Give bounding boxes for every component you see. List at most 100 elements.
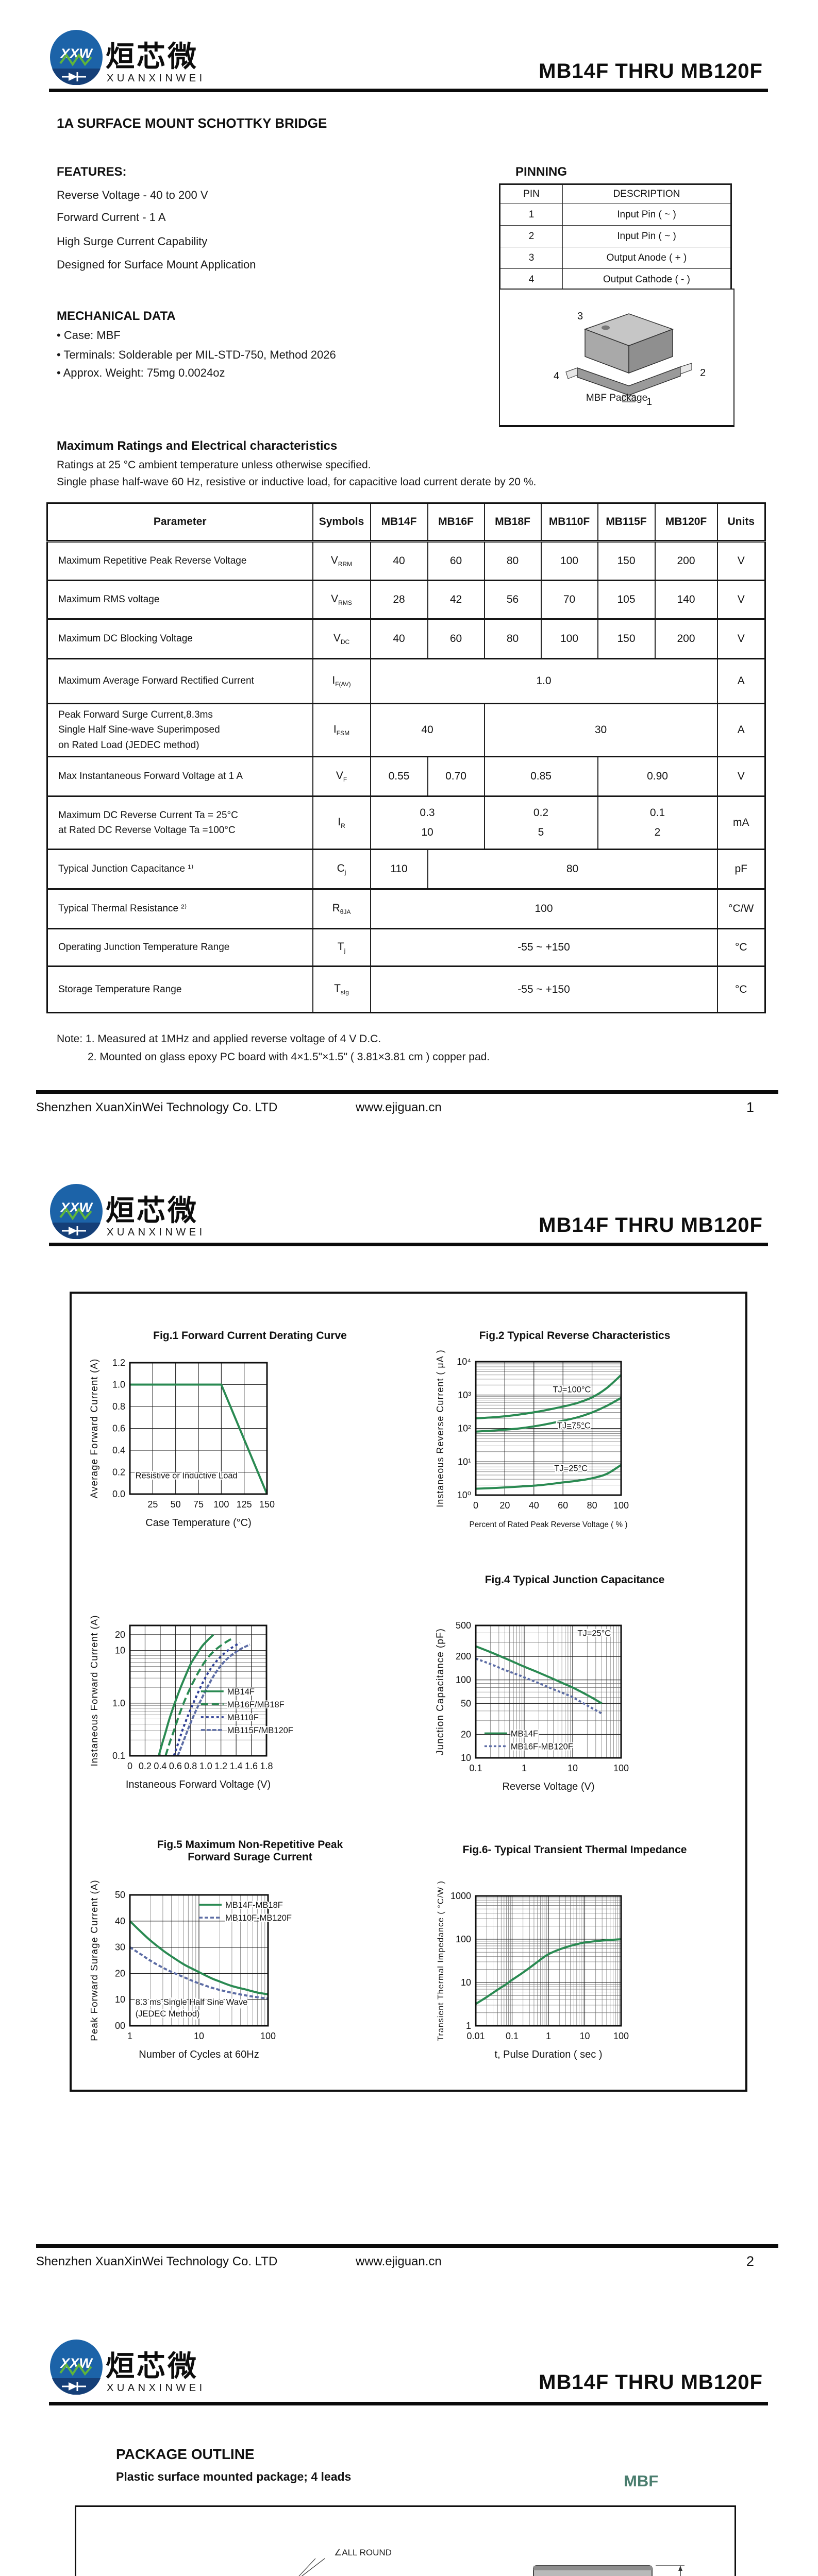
ratings-table: Parameter Symbols MB14F MB16F MB18F MB110F MB1… <box>46 502 766 1013</box>
svg-text:∠ALL ROUND: ∠ALL ROUND <box>334 2548 392 2557</box>
x-axis-label: Percent of Rated Peak Reverse Voltage ( … <box>470 1520 628 1529</box>
series-IF(AV) <box>130 1383 268 1495</box>
package-side-view: ∠ALL ROUND a c L L 1 H E <box>298 2548 392 2576</box>
column-header: DESCRIPTION <box>562 184 731 204</box>
symbol-cell: RθJA <box>312 888 371 929</box>
x-tick-label: 1 <box>546 2031 551 2041</box>
value-cell: 0.1 2 <box>597 795 718 850</box>
table-row: Storage Temperature Range Tstg -55 ~ +150 °… <box>46 965 766 1013</box>
series-MB110F <box>173 1642 241 1756</box>
y-tick-label: 10¹ <box>458 1456 471 1467</box>
cell: Output Cathode ( - ) <box>562 268 731 291</box>
value-cell: 0.70 <box>427 756 485 797</box>
y-tick-label: 100 <box>456 1934 471 1944</box>
table-row: Maximum RMS voltage VRMS 28 42 56 70 105 140 V <box>46 580 766 620</box>
package-3d-icon: 3 4 2 1 <box>554 311 706 408</box>
table-row: Typical Junction Capacitance ¹⁾ Cj 110 80 pF <box>46 849 766 890</box>
value-cell: 60 <box>427 540 485 581</box>
note-line: Note: 1. Measured at 1MHz and applied re… <box>57 1033 381 1045</box>
x-tick-label: 1.8 <box>260 1761 273 1771</box>
parameter-line: Maximum DC Reverse Current Ta = 25°C <box>58 809 238 821</box>
series-RθJA(t) <box>475 1938 622 2005</box>
value-cell: 60 <box>427 618 485 659</box>
legend-label: MB115F/MB120F <box>227 1726 293 1735</box>
table-row: Parameter Symbols MB14F MB16F MB18F MB110F MB1… <box>46 502 766 543</box>
parameter-cell: Operating Junction Temperature Range <box>46 928 313 967</box>
value-cell: 150 <box>597 618 656 659</box>
cell: 3 <box>499 247 563 269</box>
series-MB110F-MB120F <box>129 1946 269 2000</box>
y-tick-label: 10 <box>115 1994 125 2005</box>
parameter-line: Maximum Average Forward Rectified Curren… <box>58 675 254 687</box>
mechanical-item: • Approx. Weight: 75mg 0.0024oz <box>57 366 225 379</box>
table-row: Maximum Average Forward Rectified Curren… <box>46 658 766 704</box>
company-logo: XXW 烜芯微 XUANXINWEI <box>49 29 271 89</box>
legend-label: MB16F/MB18F <box>227 1700 285 1709</box>
x-tick-label: 25 <box>147 1499 158 1510</box>
mechanical-item: • Case: MBF <box>57 329 121 342</box>
value-cell: 28 <box>370 580 428 620</box>
package-outline-title: PACKAGE OUTLINE <box>116 2446 255 2462</box>
y-tick-label: 20 <box>461 1729 471 1739</box>
parameter-cell: Maximum DC Blocking Voltage <box>46 618 313 659</box>
parameter-cell: Peak Forward Surge Current,8.3ms Single H… <box>46 703 313 757</box>
footer-rule <box>36 2244 778 2248</box>
unit-cell: °C/W <box>716 888 766 929</box>
fig6-title: Fig.6- Typical Transient Thermal Impedan… <box>462 1844 687 1856</box>
unit-cell: mA <box>716 795 766 850</box>
y-tick-label: 0.2 <box>112 1467 125 1478</box>
x-tick-label: 100 <box>613 1763 629 1773</box>
table-row: Typical Thermal Resistance ²⁾ RθJA 100 °C/W <box>46 888 766 929</box>
x-tick-label: 10 <box>194 2031 204 2041</box>
feature-item: Reverse Voltage - 40 to 200 V <box>57 189 208 201</box>
y-tick-label: 1.0 <box>112 1698 125 1708</box>
parameter-line: Operating Junction Temperature Range <box>58 942 230 953</box>
value-cell: 0.85 <box>483 756 598 797</box>
y-axis-label: Junction Capacitance (pF) <box>435 1628 446 1755</box>
package-end-view: A d <box>533 2565 685 2576</box>
fig3-chart: 0 0.2 0.4 0.6 0.8 1.0 1.2 1.4 1.6 1.80.11.01020In… <box>89 1615 294 1790</box>
company-logo: XXW 烜芯微 XUANXINWEI <box>49 2339 271 2398</box>
x-tick-label: 0 <box>127 1761 132 1771</box>
logo-chinese-text: 烜芯微 <box>106 2350 198 2382</box>
y-tick-label: 50 <box>461 1698 471 1708</box>
logo-chinese-text: 烜芯微 <box>106 1194 198 1227</box>
x-tick-label: 10 <box>567 1763 578 1773</box>
parameter-cell: Maximum Repetitive Peak Reverse Voltage <box>46 540 313 581</box>
y-axis-label: Transient Thermal Impedance ( °C/W ) <box>436 1880 445 2041</box>
logo-roman-text: XUANXINWEI <box>107 1227 206 1238</box>
x-tick-label: 10 <box>579 2031 590 2041</box>
page-title: MB14F THRU MB120F <box>539 60 763 82</box>
y-tick-label: 10³ <box>458 1390 471 1400</box>
table-row: Maximum Repetitive Peak Reverse Voltage V… <box>46 540 766 581</box>
value-cell: 100 <box>540 540 598 581</box>
feature-item: Forward Current - 1 A <box>57 211 166 224</box>
y-tick-label: 0.1 <box>112 1751 125 1761</box>
x-axis-label: Reverse Voltage (V) <box>503 1781 595 1792</box>
cell: Output Anode ( + ) <box>562 247 731 269</box>
parameter-line: Max Instantaneous Forward Voltage at 1 A <box>58 771 243 782</box>
x-tick-label: 150 <box>259 1499 275 1510</box>
y-axis-label: Instaneous Reverse Current ( μA ) <box>435 1349 445 1507</box>
parameter-line: Storage Temperature Range <box>58 984 182 995</box>
feature-item: Designed for Surface Mount Application <box>57 258 256 271</box>
y-tick-label: 10⁴ <box>457 1357 471 1367</box>
y-tick-label: 0.8 <box>112 1401 125 1412</box>
symbol-cell: VDC <box>312 618 371 659</box>
y-tick-label: 10 <box>461 1753 471 1763</box>
x-tick-label: 50 <box>171 1499 181 1510</box>
unit-cell: pF <box>716 849 766 890</box>
x-tick-label: 100 <box>613 1500 629 1511</box>
svg-text:2: 2 <box>700 367 706 379</box>
annotation: TJ=100°C <box>553 1385 591 1395</box>
symbol-cell: IF(AV) <box>312 658 371 704</box>
unit-cell: °C <box>716 965 766 1013</box>
value-cell: 40 <box>370 618 428 659</box>
value-cell: 140 <box>654 580 718 620</box>
svg-text:4: 4 <box>554 370 559 382</box>
cell: 1 <box>499 204 563 226</box>
value-cell: 40 <box>370 703 485 757</box>
y-axis-label: Average Forward Current (A) <box>89 1359 100 1499</box>
column-header: MB120F <box>654 502 718 543</box>
table-row: Max Instantaneous Forward Voltage at 1 A… <box>46 756 766 797</box>
